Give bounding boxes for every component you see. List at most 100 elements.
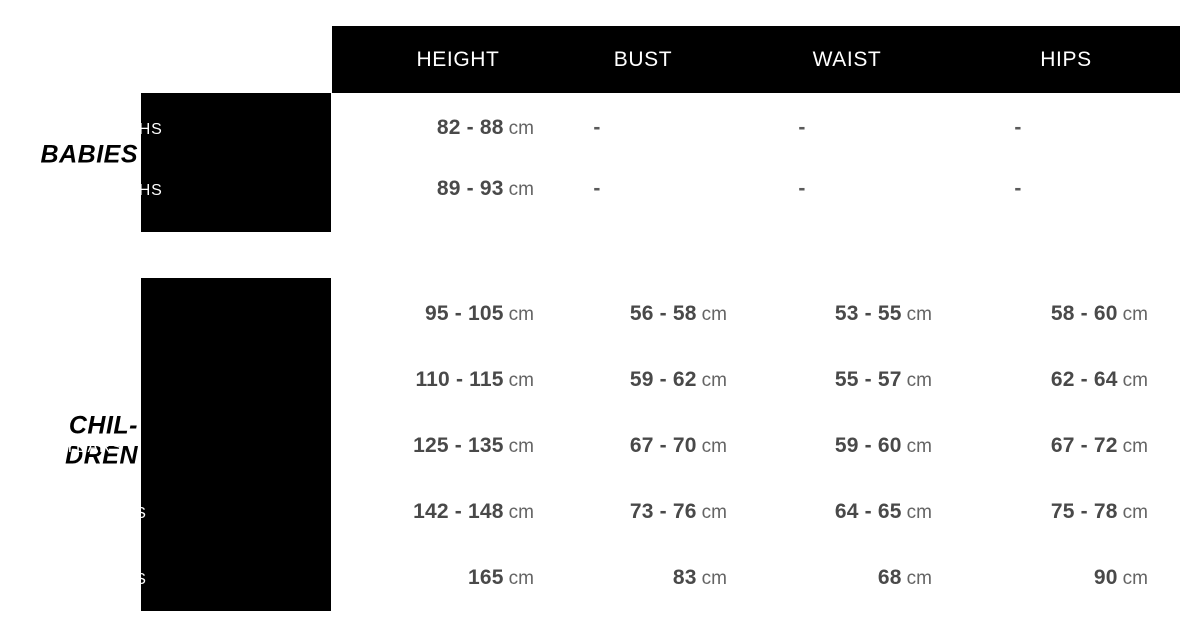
measurement-value: 73 - 76 bbox=[629, 500, 697, 523]
measurement-value: 67 - 70 bbox=[629, 434, 697, 457]
measurement-unit: cm bbox=[508, 118, 534, 139]
measurement-value: 75 - 78 bbox=[1050, 500, 1118, 523]
measurement-unit: cm bbox=[508, 568, 534, 589]
measurement-value: 90 bbox=[1093, 566, 1118, 589]
measurement-cell: 58 - 60 cm bbox=[888, 302, 1148, 326]
measurement-unit: cm bbox=[1122, 568, 1148, 589]
measurement-value: - bbox=[798, 116, 806, 139]
measurement-value: 67 - 72 bbox=[1050, 434, 1118, 457]
measurement-unit: cm bbox=[701, 304, 727, 325]
measurement-unit: cm bbox=[701, 568, 727, 589]
group-title-babies: BABIES bbox=[40, 140, 138, 169]
measurement-cell: 67 - 72 cm bbox=[888, 434, 1148, 458]
size-range: 7 - 9 bbox=[16, 434, 60, 457]
measurement-value: 56 - 58 bbox=[629, 302, 697, 325]
measurement-value: - bbox=[593, 177, 601, 200]
group-block-babies bbox=[141, 93, 331, 232]
measurement-cell: 82 - 88 cm bbox=[274, 116, 534, 140]
measurement-cell: 68 cm bbox=[672, 566, 932, 590]
measurement-unit: cm bbox=[906, 568, 932, 589]
measurement-unit: cm bbox=[1122, 370, 1148, 391]
measurement-unit: cm bbox=[508, 436, 534, 457]
measurement-unit: cm bbox=[508, 502, 534, 523]
measurement-unit: cm bbox=[1122, 304, 1148, 325]
size-unit: YEARS bbox=[64, 439, 123, 456]
measurement-value: 53 - 55 bbox=[834, 302, 902, 325]
group-title-children: CHIL- DREN bbox=[65, 411, 138, 470]
measurement-value: 55 - 57 bbox=[834, 368, 902, 391]
measurement-cell: - bbox=[467, 116, 727, 140]
size-unit: MONTHS bbox=[88, 121, 163, 138]
column-header-height: HEIGHT bbox=[416, 48, 500, 71]
size-label-row: 14 - 16 YEARS bbox=[16, 566, 147, 590]
measurement-value: 83 bbox=[672, 566, 697, 589]
measurement-value: 82 - 88 bbox=[436, 116, 504, 139]
size-range: 10 - 12 bbox=[16, 500, 84, 523]
size-range: 5 - 6 bbox=[16, 368, 60, 391]
measurement-unit: cm bbox=[906, 436, 932, 457]
measurement-unit: cm bbox=[1122, 502, 1148, 523]
table-header-bar: HEIGHT BUST WAIST HIPS bbox=[332, 26, 1180, 93]
column-header-hips: HIPS bbox=[1040, 48, 1092, 71]
size-range: 14 - 16 bbox=[16, 566, 84, 589]
size-label-row: 10 - 12 YEARS bbox=[16, 500, 147, 524]
measurement-cell: - bbox=[672, 116, 932, 140]
size-unit: MONTHS bbox=[88, 182, 163, 199]
measurement-value: 110 - 115 bbox=[415, 368, 504, 391]
measurement-cell: - bbox=[888, 116, 1148, 140]
measurement-unit: cm bbox=[906, 304, 932, 325]
measurement-cell: 53 - 55 cm bbox=[672, 302, 932, 326]
measurement-value: - bbox=[593, 116, 601, 139]
measurement-cell: 59 - 60 cm bbox=[672, 434, 932, 458]
size-range: 12 - 18 bbox=[16, 116, 84, 139]
column-header-waist: WAIST bbox=[812, 48, 882, 71]
size-range: 3 - 4 bbox=[16, 302, 60, 325]
measurement-unit: cm bbox=[701, 502, 727, 523]
measurement-value: 95 - 105 bbox=[425, 302, 504, 325]
size-unit: YEARS bbox=[88, 571, 147, 588]
measurement-cell: 142 - 148 cm bbox=[274, 500, 534, 524]
measurement-cell: 55 - 57 cm bbox=[672, 368, 932, 392]
measurement-unit: cm bbox=[701, 370, 727, 391]
measurement-cell: - bbox=[467, 177, 727, 201]
measurement-unit: cm bbox=[508, 179, 534, 200]
size-unit: YEARS bbox=[64, 307, 123, 324]
measurement-unit: cm bbox=[508, 304, 534, 325]
measurement-cell: 59 - 62 cm bbox=[467, 368, 727, 392]
measurement-value: 59 - 62 bbox=[629, 368, 697, 391]
measurement-value: 89 - 93 bbox=[436, 177, 504, 200]
measurement-unit: cm bbox=[1122, 436, 1148, 457]
size-label-row: 5 - 6 YEARS bbox=[16, 368, 123, 392]
measurement-cell: 73 - 76 cm bbox=[467, 500, 727, 524]
measurement-value: 59 - 60 bbox=[834, 434, 902, 457]
measurement-value: 125 - 135 bbox=[413, 434, 504, 457]
measurement-cell: 64 - 65 cm bbox=[672, 500, 932, 524]
measurement-value: 58 - 60 bbox=[1050, 302, 1118, 325]
size-label-row: 18 - 24 MONTHS bbox=[16, 177, 163, 201]
measurement-value: - bbox=[1014, 116, 1022, 139]
measurement-cell: 56 - 58 cm bbox=[467, 302, 727, 326]
measurement-value: 165 bbox=[468, 566, 504, 589]
size-label-row: 3 - 4 YEARS bbox=[16, 302, 123, 326]
measurement-cell: 75 - 78 cm bbox=[888, 500, 1148, 524]
measurement-cell: - bbox=[888, 177, 1148, 201]
size-label-row: 7 - 9 YEARS bbox=[16, 434, 123, 458]
measurement-value: 62 - 64 bbox=[1050, 368, 1118, 391]
measurement-unit: cm bbox=[906, 502, 932, 523]
size-range: 18 - 24 bbox=[16, 177, 84, 200]
measurement-unit: cm bbox=[508, 370, 534, 391]
measurement-unit: cm bbox=[906, 370, 932, 391]
measurement-cell: 90 cm bbox=[888, 566, 1148, 590]
measurement-value: 142 - 148 bbox=[413, 500, 504, 523]
measurement-value: 68 bbox=[877, 566, 902, 589]
size-unit: YEARS bbox=[64, 373, 123, 390]
measurement-cell: 110 - 115 cm bbox=[274, 368, 534, 392]
measurement-cell: 67 - 70 cm bbox=[467, 434, 727, 458]
column-header-bust: BUST bbox=[613, 48, 673, 71]
size-label-row: 12 - 18 MONTHS bbox=[16, 116, 163, 140]
measurement-cell: 89 - 93 cm bbox=[274, 177, 534, 201]
measurement-cell: 95 - 105 cm bbox=[274, 302, 534, 326]
measurement-cell: 125 - 135 cm bbox=[274, 434, 534, 458]
measurement-value: - bbox=[798, 177, 806, 200]
